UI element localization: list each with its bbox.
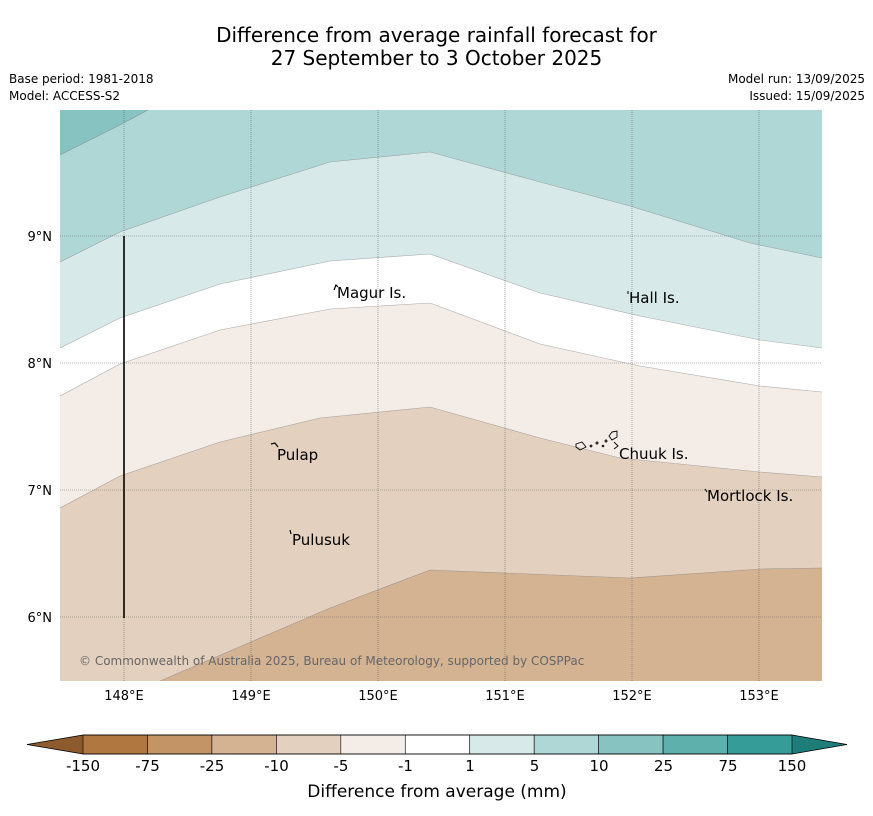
x-tick-label: 150°E: [358, 689, 398, 704]
contour-lines: [60, 110, 822, 681]
map-title-line2: 27 September to 3 October 2025: [270, 46, 603, 70]
band-wet: [60, 110, 822, 262]
y-tick-label: 7°N: [28, 484, 53, 499]
graticule: [60, 110, 822, 681]
place-label: Mortlock Is.: [707, 487, 793, 505]
colorbar-tick-label: -5: [334, 757, 349, 775]
x-axis-ticks: 148°E 149°E 150°E 151°E 152°E 153°E: [104, 689, 779, 704]
colorbar-tick-label: -1: [398, 757, 413, 775]
y-tick-label: 6°N: [28, 611, 53, 626]
colorbar-tick-label: -10: [264, 757, 289, 775]
pulap-island-shape: [270, 442, 279, 448]
colorbar-segment: [727, 734, 793, 755]
copyright-text: © Commonwealth of Australia 2025, Bureau…: [79, 654, 584, 668]
pulusuk-island-shape: [289, 529, 292, 535]
chuuk-lagoon-shape: [575, 430, 619, 451]
colorbar-segment: [598, 734, 664, 755]
meta-left: Base period: 1981-2018 Model: ACCESS-S2: [9, 71, 154, 105]
colorbar-tick-label: 10: [589, 757, 608, 775]
colorbar-under-arrow: [27, 735, 83, 754]
forecast-map: Magur Is. Hall Is. Pulap Chuuk Is. Mortl…: [60, 110, 822, 681]
colorbar-tick-label: -150: [66, 757, 100, 775]
place-label: Chuuk Is.: [619, 445, 688, 463]
x-tick-label: 152°E: [612, 689, 652, 704]
colorbar-tick-label: -75: [135, 757, 160, 775]
colorbar-segment: [147, 734, 213, 755]
magur-island-shape: [333, 283, 339, 291]
colorbar-segment: [276, 734, 342, 755]
map-title-line1: Difference from average rainfall forecas…: [216, 23, 657, 47]
colorbar-tick-label: 150: [778, 757, 807, 775]
place-label: Pulusuk: [292, 531, 350, 549]
mortlock-island-shape: [704, 488, 708, 493]
colorbar-tick-label: 25: [654, 757, 673, 775]
y-axis-ticks: 9°N 8°N 7°N 6°N: [28, 230, 53, 626]
place-label: Hall Is.: [629, 289, 680, 307]
colorbar-segment: [404, 734, 471, 755]
model-label: Model: ACCESS-S2: [9, 89, 121, 103]
colorbar-tick-label: -25: [200, 757, 225, 775]
colorbar-segment: [533, 734, 599, 755]
y-tick-label: 8°N: [28, 357, 53, 372]
place-label: Pulap: [277, 446, 318, 464]
x-tick-label: 151°E: [485, 689, 525, 704]
base-period-label: Base period: 1981-2018: [9, 72, 154, 86]
colorbar: [26, 734, 848, 755]
colorbar-tick-label: 5: [530, 757, 540, 775]
colorbar-tick-label: 1: [465, 757, 475, 775]
x-tick-label: 148°E: [104, 689, 144, 704]
x-tick-label: 153°E: [739, 689, 779, 704]
colorbar-segment: [211, 734, 277, 755]
colorbar-segment: [82, 734, 148, 755]
place-label: Magur Is.: [337, 284, 406, 302]
colorbar-segment: [469, 734, 535, 755]
colorbar-tick-labels: -150 -75 -25 -10 -5 -1 1 5 10 25 75 150: [66, 757, 806, 775]
colorbar-outline: [26, 734, 848, 755]
colorbar-title: Difference from average (mm): [307, 782, 566, 802]
meta-right: Model run: 13/09/2025 Issued: 15/09/2025: [728, 71, 865, 105]
colorbar-over-arrow: [792, 735, 847, 754]
model-run-label: Model run: 13/09/2025: [727, 72, 865, 86]
colorbar-segment: [340, 734, 406, 755]
x-tick-label: 149°E: [231, 689, 271, 704]
y-tick-label: 9°N: [28, 230, 53, 245]
issued-label: Issued: 15/09/2025: [749, 89, 865, 103]
colorbar-segment: [662, 734, 728, 755]
place-labels: Magur Is. Hall Is. Pulap Chuuk Is. Mortl…: [277, 284, 793, 549]
colorbar-tick-label: 75: [718, 757, 737, 775]
